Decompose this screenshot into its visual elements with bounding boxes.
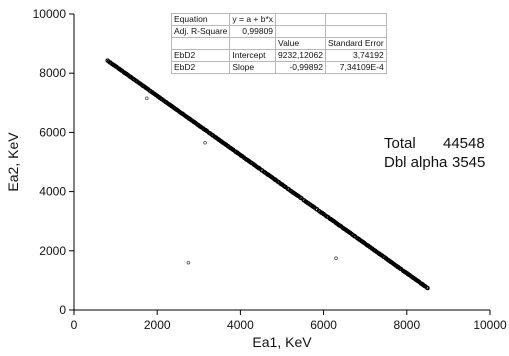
y-tick-label: 10000 <box>33 7 67 21</box>
x-tick-label: 4000 <box>227 318 254 332</box>
fit-row-header: Value Standard Error <box>170 37 387 50</box>
fit-cell <box>324 13 387 26</box>
fit-cell: 9232,12062 <box>275 49 326 62</box>
y-axis-title: Ea2, KeV <box>5 132 21 192</box>
fit-cell: -0,99892 <box>275 61 326 74</box>
x-tick-label: 0 <box>71 318 78 332</box>
fit-cell: EbD2 <box>170 61 231 74</box>
annotation-total-label: Total <box>384 135 416 152</box>
y-tick-label: 4000 <box>39 185 66 199</box>
fit-cell <box>275 25 326 38</box>
fit-cell <box>275 13 326 26</box>
annotation-dbl-alpha-label: Dbl alpha <box>384 154 448 171</box>
fit-row-equation: Equation y = a + b*x <box>170 13 387 26</box>
x-axis-ticks: 0 2000 4000 6000 8000 10000 <box>71 310 507 332</box>
fit-row-intercept: EbD2 Intercept 9232,12062 3,74192 <box>170 49 387 62</box>
x-tick-label: 2000 <box>144 318 171 332</box>
y-tick-label: 8000 <box>39 66 66 80</box>
fit-cell: Intercept <box>229 49 277 62</box>
fit-results-table: Equation y = a + b*x Adj. R-Square 0,998… <box>170 13 387 74</box>
annotation-total: Total 44548 <box>384 135 485 152</box>
fit-cell: Equation <box>170 13 231 26</box>
annotation-dbl-alpha: Dbl alpha 3545 <box>384 154 485 171</box>
fit-row-r-square: Adj. R-Square 0,99809 <box>170 25 387 38</box>
fit-row-slope: EbD2 Slope -0,99892 7,34109E-4 <box>170 61 387 74</box>
fit-cell: 7,34109E-4 <box>324 61 387 74</box>
fit-cell: 3,74192 <box>324 49 387 62</box>
y-tick-label: 6000 <box>39 125 66 139</box>
x-tick-label: 6000 <box>310 318 337 332</box>
data-points <box>105 58 430 291</box>
y-tick-label: 0 <box>59 303 66 317</box>
fit-cell <box>324 25 387 38</box>
fit-cell: Standard Error <box>324 37 387 50</box>
plot-area: 0 2000 4000 6000 8000 10000 0 2000 4000 6000 8000… <box>33 7 507 332</box>
outlier-point <box>145 96 149 101</box>
fit-cell: Value <box>275 37 326 50</box>
y-tick-label: 2000 <box>39 244 66 258</box>
fit-cell: 0,99809 <box>229 25 277 38</box>
outlier-point <box>186 260 191 265</box>
fit-cell <box>170 37 231 50</box>
x-tick-label: 8000 <box>393 318 420 332</box>
x-tick-label: 10000 <box>473 318 507 332</box>
fit-cell: y = a + b*x <box>229 13 277 26</box>
annotation-dbl-alpha-value: 3545 <box>452 154 485 171</box>
outlier-point <box>203 140 207 145</box>
fit-cell <box>229 37 277 50</box>
fit-cell: Slope <box>229 61 277 74</box>
fit-cell: Adj. R-Square <box>170 25 231 38</box>
data-point <box>425 285 430 290</box>
annotation-total-value: 44548 <box>443 135 485 152</box>
outlier-point <box>334 256 338 261</box>
x-axis-title: Ea1, KeV <box>252 334 312 350</box>
fit-cell: EbD2 <box>170 49 231 62</box>
y-axis-ticks: 0 2000 4000 6000 8000 10000 <box>33 7 74 317</box>
